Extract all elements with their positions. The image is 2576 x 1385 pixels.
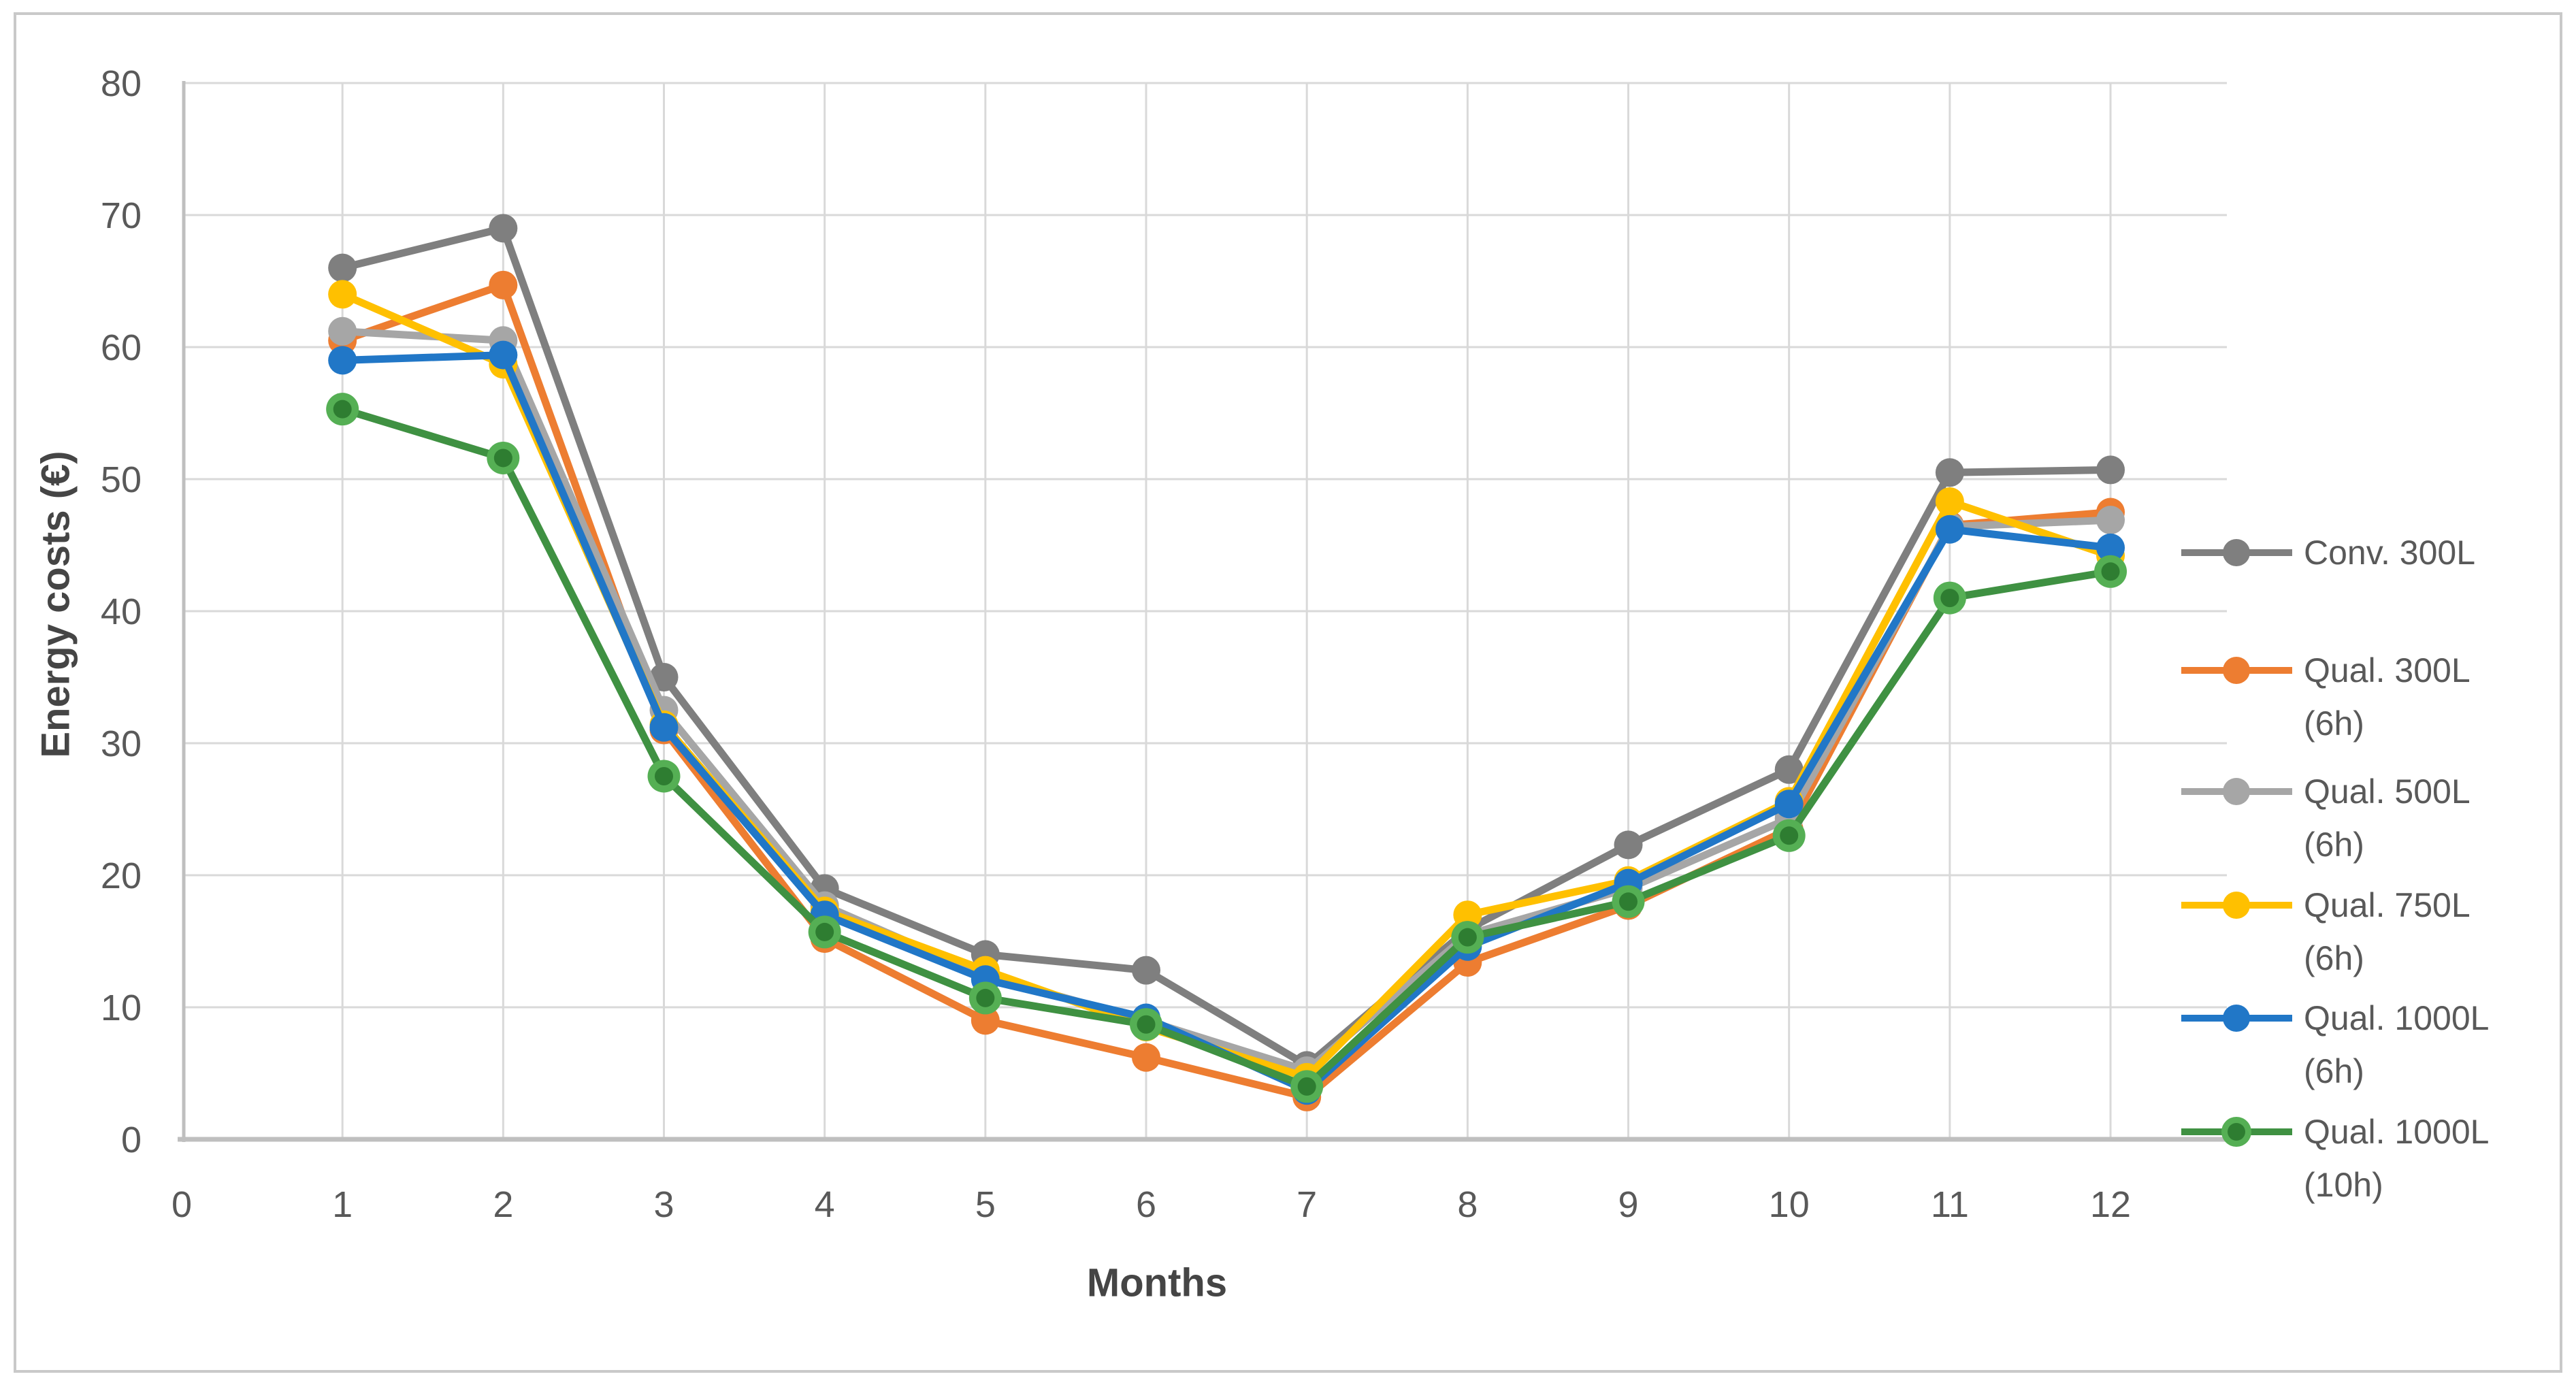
y-tick-label-0: 0 (121, 1120, 142, 1160)
data-point-Qual. 1000L (10h)-m12 (2101, 562, 2120, 581)
x-tick-label-10: 10 (1769, 1184, 1810, 1225)
legend-label-Qual. 500L (6h)-line2: (6h) (2304, 826, 2364, 864)
x-tick-label-6: 6 (1136, 1184, 1156, 1225)
x-tick-label-2: 2 (493, 1184, 513, 1225)
legend-label-Qual. 1000L (6h)-line2: (6h) (2304, 1052, 2364, 1090)
legend-label-Qual. 1000L (10h): Qual. 1000L (2304, 1113, 2489, 1151)
legend-label-Qual. 300L (6h): Qual. 300L (2304, 651, 2471, 689)
data-point-Conv. 300L-m1 (328, 253, 357, 282)
data-point-Qual. 750L (6h)-m8 (1453, 900, 1482, 930)
x-tick-label-1: 1 (332, 1184, 353, 1225)
data-point-Qual. 1000L (6h)-m12 (2096, 533, 2125, 562)
y-axis-title: Energy costs (€) (33, 451, 78, 758)
data-point-Qual. 1000L (6h)-m10 (1774, 789, 1804, 819)
legend-label-Conv. 300L: Conv. 300L (2304, 534, 2475, 572)
x-tick-label-11: 11 (1931, 1184, 1969, 1225)
series-line-Qual. 500L (6h) (338, 327, 2115, 1075)
data-point-Qual. 300L (6h)-m5 (971, 1006, 1000, 1035)
legend-label-Qual. 500L (6h): Qual. 500L (2304, 772, 2471, 811)
x-axis-title: Months (1086, 1260, 1228, 1305)
figure-border (14, 12, 2562, 1373)
legend-marker-icon-Qual. 500L (6h) (2223, 778, 2250, 805)
data-point-Qual. 300L (6h)-m6 (1132, 1043, 1161, 1072)
data-point-Qual. 1000L (10h)-m8 (1458, 928, 1477, 947)
legend-label-Qual. 300L (6h)-line2: (6h) (2304, 704, 2364, 743)
data-point-Qual. 500L (6h)-m12 (2096, 506, 2125, 535)
legend-marker-icon-Qual. 1000L (6h) (2223, 1005, 2250, 1032)
y-tick-label-70: 70 (101, 195, 142, 236)
data-point-Conv. 300L-m2 (489, 214, 518, 243)
data-point-Qual. 1000L (10h)-m5 (976, 988, 995, 1007)
data-point-Qual. 750L (6h)-m11 (1935, 487, 1964, 516)
data-point-Qual. 1000L (10h)-m4 (815, 922, 834, 941)
data-point-Conv. 300L-m12 (2096, 455, 2125, 485)
data-point-Qual. 1000L (6h)-m2 (489, 340, 518, 370)
data-point-Qual. 1000L (6h)-m1 (328, 346, 357, 375)
data-point-Qual. 500L (6h)-m1 (328, 316, 357, 346)
legend-label-Qual. 750L (6h): Qual. 750L (2304, 886, 2471, 924)
x-tick-label-4: 4 (815, 1184, 835, 1225)
x-tick-label-9: 9 (1618, 1184, 1639, 1225)
y-tick-label-60: 60 (101, 327, 142, 368)
y-tick-label-50: 50 (101, 459, 142, 500)
legend-marker-icon-Qual. 1000L (10h) (2228, 1123, 2245, 1141)
y-tick-label-40: 40 (101, 591, 142, 632)
data-point-Conv. 300L-m11 (1935, 458, 1964, 487)
data-point-Conv. 300L-m3 (649, 663, 679, 691)
data-point-Qual. 1000L (10h)-m1 (333, 400, 352, 419)
data-point-Qual. 300L (6h)-m2 (489, 270, 518, 299)
data-point-Qual. 1000L (10h)-m9 (1619, 892, 1638, 911)
data-point-Qual. 1000L (10h)-m10 (1780, 826, 1799, 845)
data-point-Qual. 1000L (6h)-m11 (1935, 515, 1964, 544)
series-line-Conv. 300L (338, 224, 2115, 1069)
series-line-Qual. 750L (6h) (338, 290, 2115, 1081)
legend-marker-icon-Conv. 300L (2223, 539, 2250, 566)
data-point-Qual. 1000L (10h)-m11 (1940, 589, 1959, 608)
x-tick-label-12: 12 (2090, 1184, 2131, 1225)
y-tick-label-30: 30 (101, 723, 142, 764)
data-point-Conv. 300L-m6 (1132, 956, 1161, 985)
y-tick-label-20: 20 (101, 856, 142, 896)
x-tick-label-7: 7 (1297, 1184, 1317, 1225)
data-point-Qual. 1000L (10h)-m6 (1137, 1015, 1156, 1034)
data-point-Conv. 300L-m9 (1614, 830, 1643, 860)
data-point-Qual. 1000L (10h)-m7 (1297, 1077, 1316, 1096)
legend-label-Qual. 1000L (10h)-line2: (10h) (2304, 1166, 2383, 1204)
x-tick-label-5: 5 (975, 1184, 996, 1225)
data-point-Qual. 1000L (10h)-m2 (493, 449, 512, 468)
data-point-Qual. 1000L (6h)-m3 (649, 713, 679, 742)
y-tick-label-10: 10 (101, 988, 142, 1028)
x-tick-label-3: 3 (653, 1184, 674, 1225)
series-line-Qual. 1000L (10h) (338, 405, 2115, 1090)
legend-marker-icon-Qual. 750L (6h) (2223, 892, 2250, 919)
data-point-Qual. 750L (6h)-m1 (328, 280, 357, 309)
data-point-Conv. 300L-m10 (1774, 755, 1804, 784)
legend-marker-icon-Qual. 300L (6h) (2223, 657, 2250, 684)
y-tick-label-80: 80 (101, 63, 142, 104)
x-tick-label-8: 8 (1457, 1184, 1478, 1225)
x-tick-label-0: 0 (172, 1184, 192, 1225)
legend-label-Qual. 1000L (6h): Qual. 1000L (2304, 999, 2489, 1037)
legend-label-Qual. 750L (6h)-line2: (6h) (2304, 939, 2364, 977)
data-point-Qual. 1000L (10h)-m3 (655, 767, 674, 785)
